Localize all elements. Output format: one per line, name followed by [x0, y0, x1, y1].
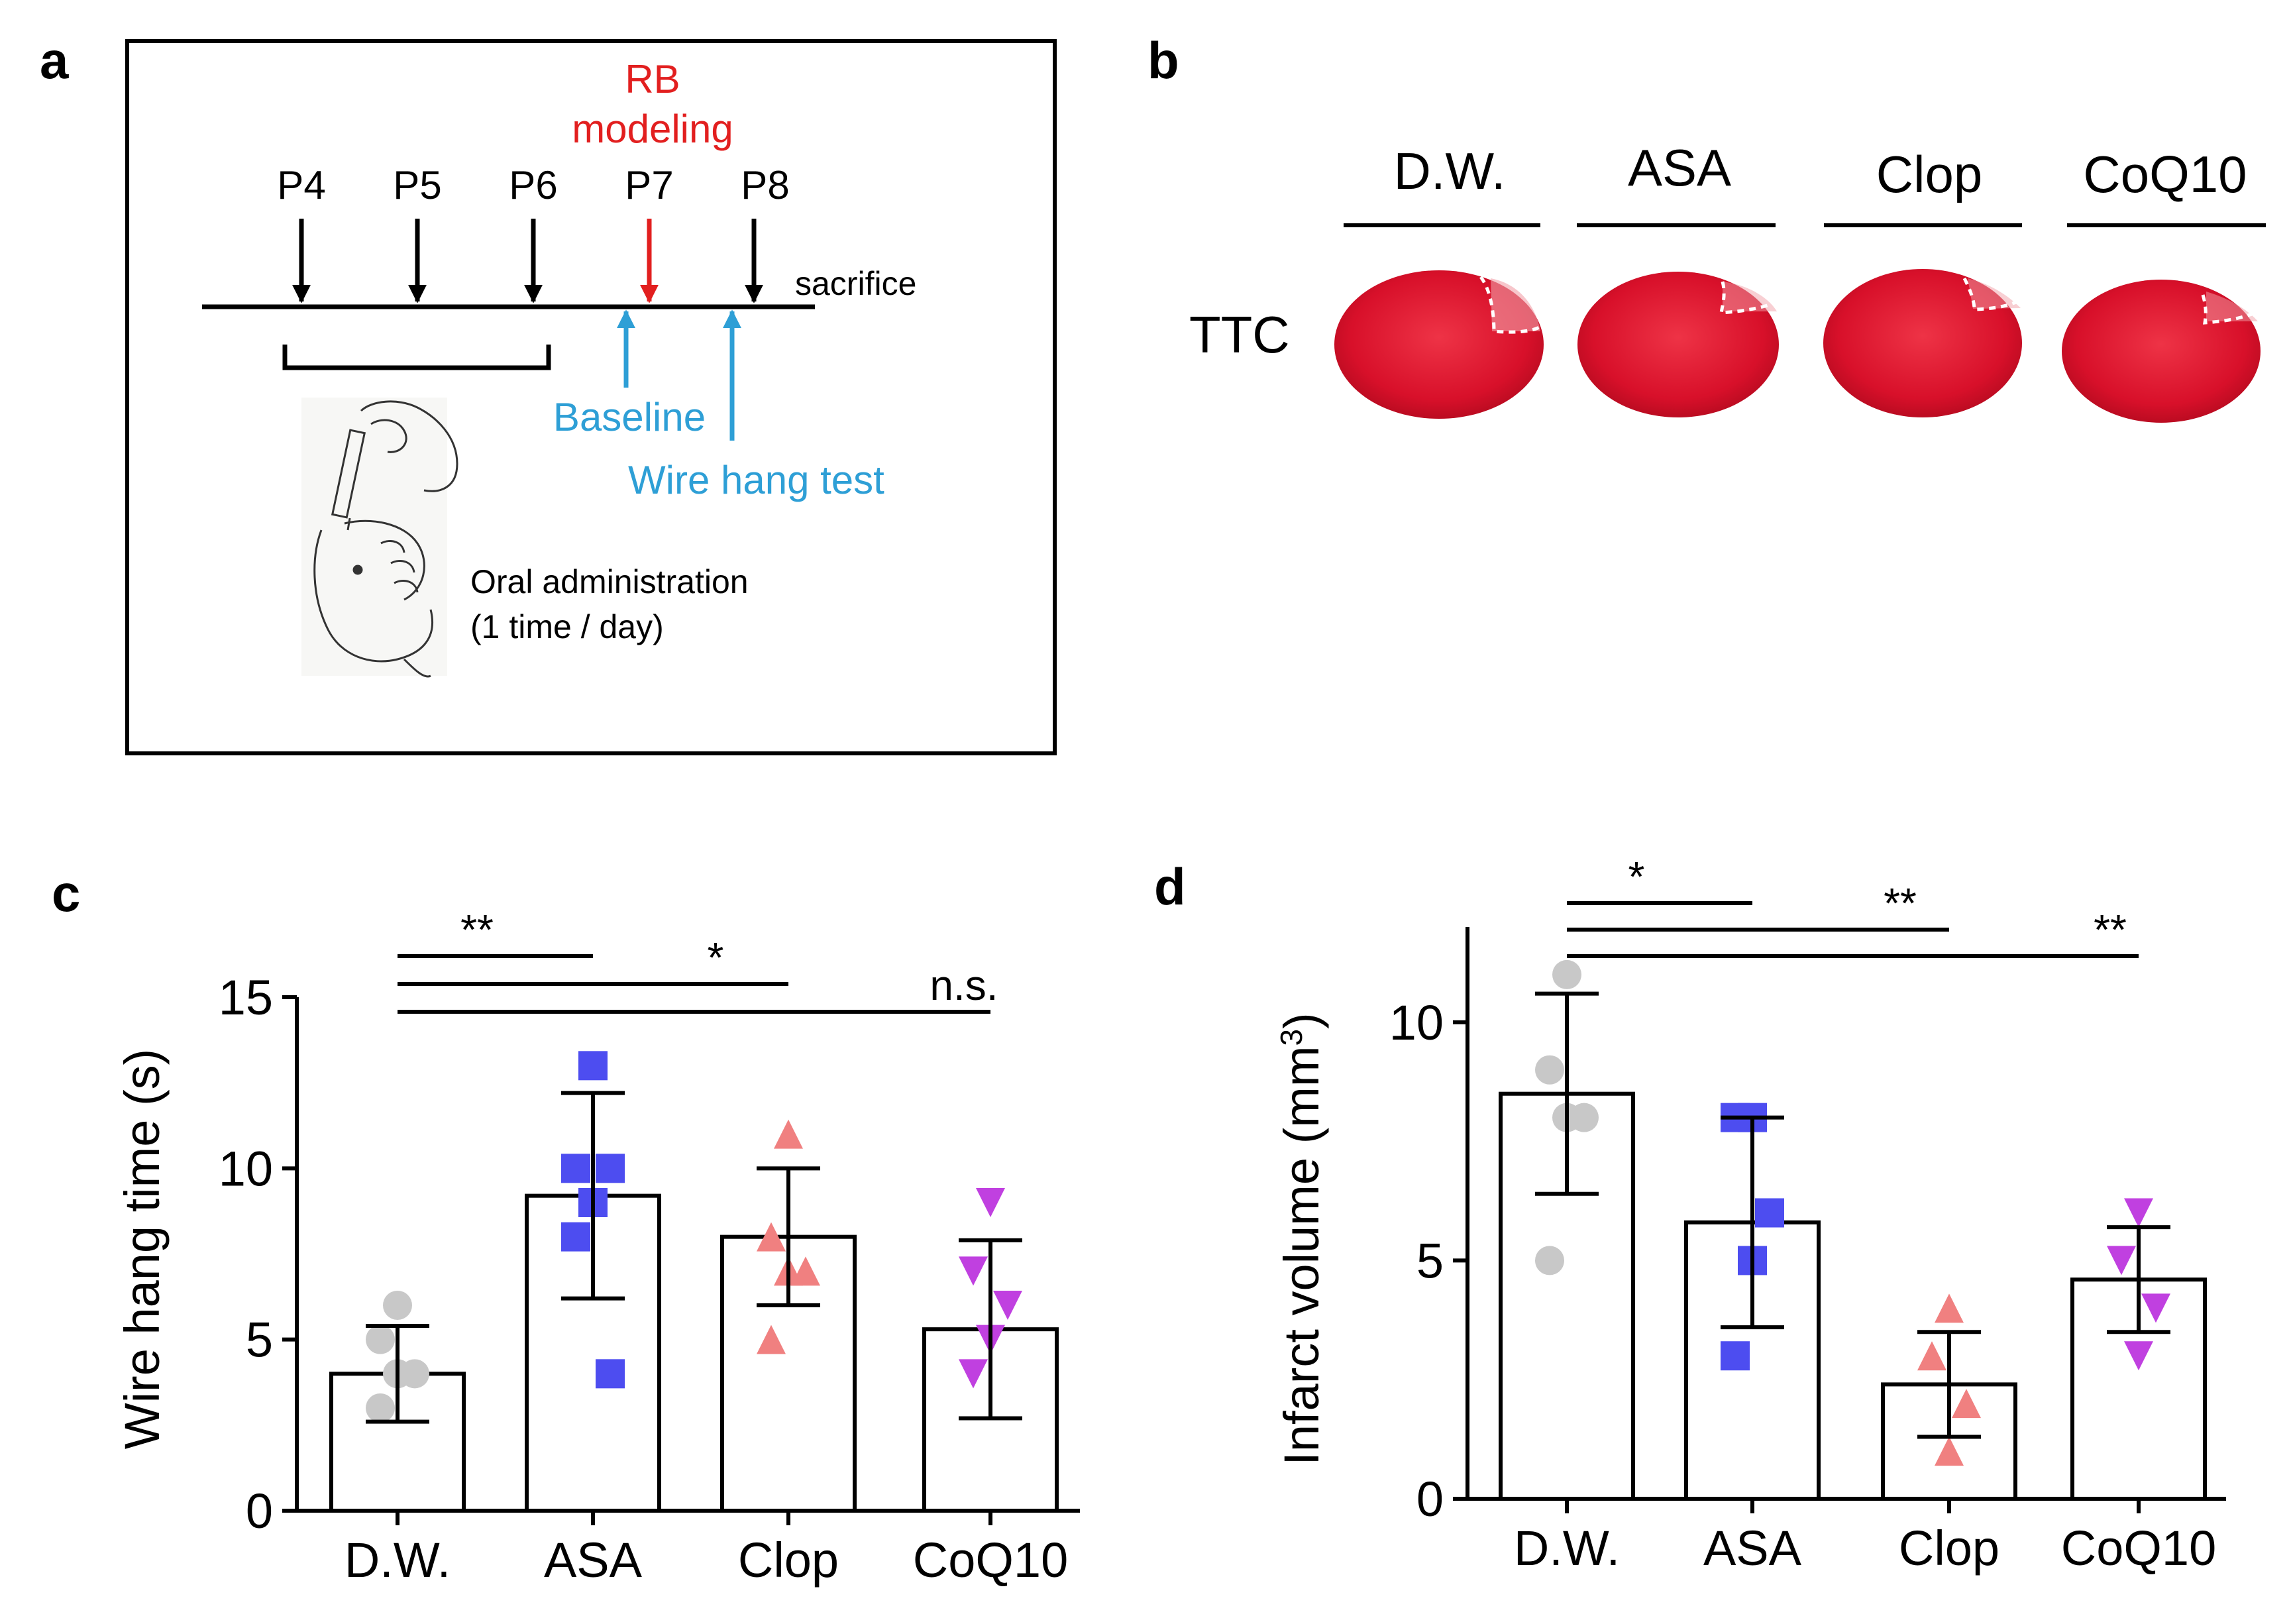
- data-point-c: [596, 1359, 625, 1389]
- y-axis-title-d-close: ): [1274, 1012, 1329, 1029]
- x-tick-label-c: D.W.: [345, 1533, 451, 1588]
- data-point-c: [757, 1325, 786, 1354]
- y-tick-label-d: 10: [1389, 995, 1444, 1050]
- panel-a-frame: [125, 39, 1057, 755]
- significance-label-d: **: [2094, 906, 2127, 953]
- x-tick-label-c: CoQ10: [913, 1533, 1068, 1588]
- group-header-asa: ASA: [1628, 138, 1731, 197]
- oral-admin-line1: Oral administration: [470, 563, 749, 600]
- panel-label-d: d: [1154, 857, 1186, 916]
- wire-hang-test-label: Wire hang test: [628, 458, 884, 502]
- group-header-clop: Clop: [1876, 145, 1982, 203]
- brain-slice-asa: [1577, 272, 1780, 417]
- administration-bracket: [282, 345, 551, 370]
- data-point-d: [1935, 1293, 1964, 1323]
- y-tick-label-d: 0: [1416, 1472, 1444, 1527]
- data-point-c: [757, 1222, 786, 1252]
- data-point-c: [596, 1154, 625, 1183]
- panel-d: d Infarct volume (mm3) 0 5 10 D.W. ASA Clop Co…: [1154, 853, 2226, 1576]
- data-point-d: [1952, 1389, 1981, 1419]
- ttc-row-label: TTC: [1189, 305, 1290, 364]
- panel-c: c Wire hang time (s) 0 5 10 15 D.W. ASA Clop Co…: [52, 864, 1080, 1588]
- day-label-p5: P5: [393, 163, 441, 207]
- day-label-p6: P6: [509, 163, 557, 207]
- rb-label-line1: RB: [625, 57, 680, 101]
- significance-label-c: **: [460, 906, 494, 953]
- data-point-d: [2141, 1293, 2170, 1323]
- data-point-c: [366, 1393, 395, 1423]
- data-point-c: [774, 1119, 803, 1149]
- group-header-dw: D.W.: [1394, 142, 1506, 200]
- day-label-p7: P7: [625, 163, 673, 207]
- y-axis-title-d-sup: 3: [1274, 1029, 1308, 1046]
- panel-a: a RB modeling P4 P5 P6 P7 P8 sacrifice B…: [40, 31, 1057, 755]
- panel-label-b: b: [1147, 31, 1179, 89]
- brain-slice-clop: [1823, 269, 2025, 417]
- data-point-c: [959, 1359, 988, 1389]
- data-point-d: [2124, 1341, 2153, 1371]
- y-axis-title-d: Infarct volume (mm3): [1274, 1012, 1329, 1465]
- y-axis-title-c: Wire hang time (s): [115, 1049, 170, 1449]
- data-point-c: [976, 1188, 1005, 1217]
- data-point-c: [993, 1291, 1022, 1320]
- data-point-d: [1552, 959, 1581, 989]
- x-tick-label-d: CoQ10: [2061, 1521, 2216, 1576]
- brain-slice-dw: [1334, 270, 1545, 419]
- x-tick-label-d: Clop: [1899, 1521, 1999, 1576]
- rb-label-line2: modeling: [572, 107, 733, 151]
- significance-label-d: *: [1628, 853, 1645, 900]
- panel-label-a: a: [40, 31, 69, 89]
- data-point-c: [383, 1291, 412, 1320]
- day-label-p4: P4: [277, 163, 325, 207]
- x-tick-label-d: ASA: [1703, 1521, 1802, 1576]
- y-tick-label-c: 0: [246, 1484, 273, 1539]
- oral-gavage-illustration: [301, 398, 458, 678]
- y-axis-title-d-main: Infarct volume (mm: [1274, 1046, 1329, 1466]
- sacrifice-label: sacrifice: [795, 265, 916, 302]
- day-label-p8: P8: [741, 163, 789, 207]
- data-point-d: [1935, 1436, 1964, 1466]
- x-tick-label-c: Clop: [738, 1533, 839, 1588]
- data-point-d: [1535, 1246, 1564, 1275]
- panel-label-c: c: [52, 864, 80, 922]
- y-tick-label-c: 10: [219, 1141, 273, 1196]
- y-tick-label-c: 5: [246, 1313, 273, 1368]
- x-tick-label-c: ASA: [544, 1533, 643, 1588]
- data-point-c: [561, 1154, 590, 1183]
- significance-label-d: **: [1884, 879, 1917, 927]
- data-point-c: [366, 1325, 395, 1354]
- brain-slice-coq10: [2062, 280, 2261, 423]
- data-point-d: [1535, 1055, 1564, 1085]
- x-tick-label-d: D.W.: [1514, 1521, 1620, 1576]
- y-tick-label-c: 15: [219, 970, 273, 1025]
- data-point-d: [1917, 1341, 1946, 1371]
- data-point-d: [2107, 1246, 2136, 1275]
- significance-label-c: n.s.: [930, 961, 998, 1009]
- panel-b: b D.W. ASA Clop CoQ10 TTC: [1147, 31, 2266, 423]
- data-point-c: [578, 1051, 608, 1081]
- data-point-d: [2124, 1198, 2153, 1228]
- data-point-d: [1721, 1341, 1750, 1371]
- group-header-coq10: CoQ10: [2083, 145, 2247, 203]
- baseline-label: Baseline: [553, 395, 706, 439]
- data-point-c: [561, 1222, 590, 1252]
- data-point-c: [959, 1256, 988, 1286]
- data-point-d: [1755, 1198, 1784, 1228]
- significance-label-c: *: [708, 934, 724, 981]
- y-tick-label-d: 5: [1416, 1233, 1444, 1288]
- oral-admin-line2: (1 time / day): [470, 608, 664, 645]
